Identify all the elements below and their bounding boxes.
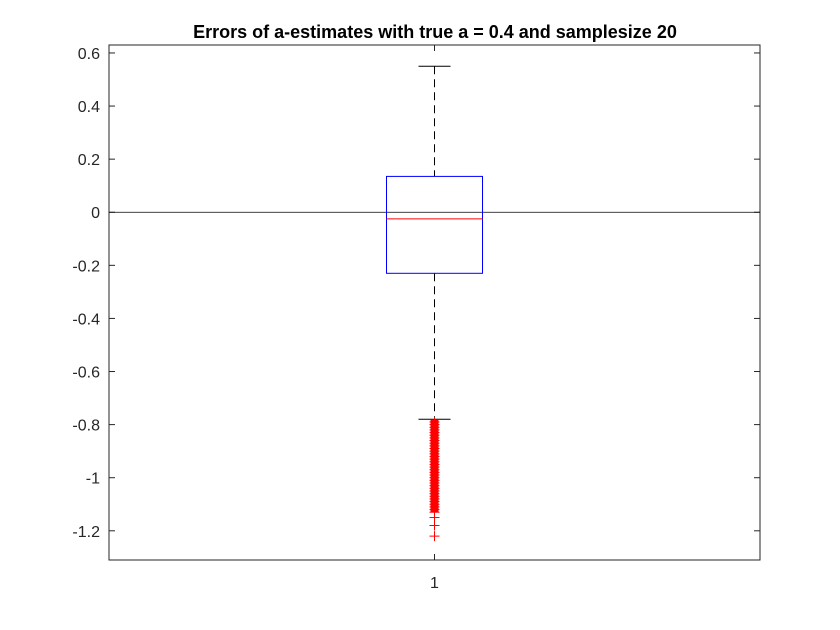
- y-tick-label: -0.4: [72, 311, 100, 328]
- chart-title: Errors of a-estimates with true a = 0.4 …: [193, 22, 677, 42]
- y-tick-label: -0.2: [72, 258, 100, 275]
- plot-area: -1.2 -1 -0.8 -0.6 -0.4 -0.2 0 0.2 0.4 0.6 1: [72, 44, 761, 592]
- outlier-point: [429, 531, 440, 542]
- x-tick-label: 1: [430, 575, 439, 592]
- outlier-point: [429, 520, 440, 531]
- y-tick-label: -1: [86, 471, 100, 488]
- y-tick-label: 0.6: [78, 46, 100, 63]
- y-tick-label: -1.2: [72, 524, 100, 541]
- y-tick-label: -0.6: [72, 365, 100, 382]
- iqr-box: [386, 175, 483, 274]
- y-tick-label: 0: [91, 205, 100, 222]
- outlier-dense-band: [430, 419, 439, 513]
- y-tick-label: 0.2: [78, 152, 100, 169]
- y-tick-label: -0.8: [72, 418, 100, 435]
- y-tick-label: 0.4: [78, 99, 100, 116]
